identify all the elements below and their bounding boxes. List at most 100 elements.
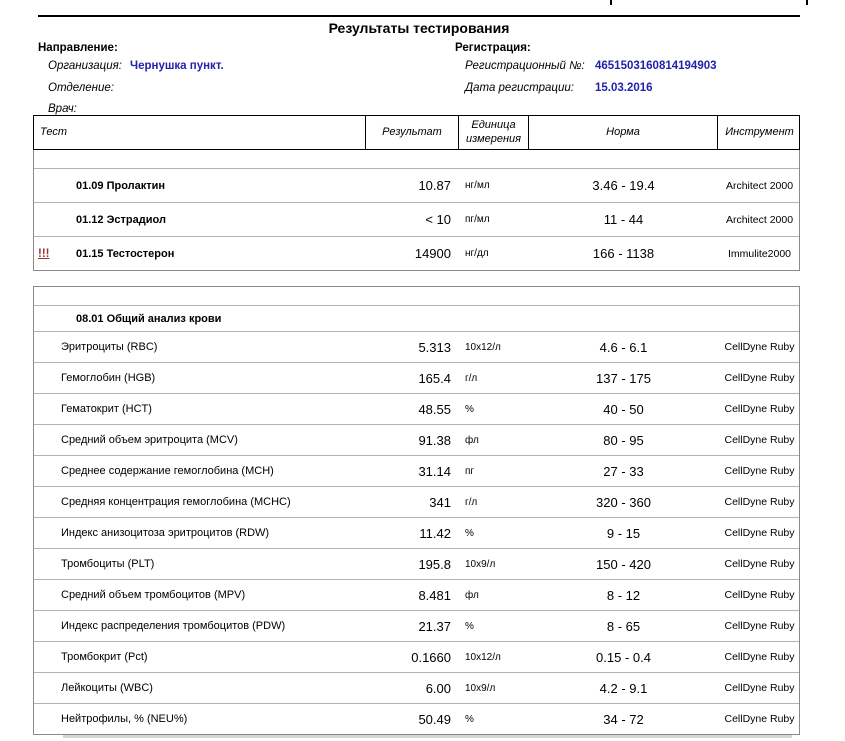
test-result: 6.00: [425, 680, 451, 696]
test-result: 50.49: [418, 711, 451, 727]
table-row: Средний объем тромбоцитов (MPV) 8.481 фл…: [34, 579, 799, 610]
reg-date-value: 15.03.2016: [595, 82, 653, 94]
table-body: 08.01 Общий анализ крови Эритроциты (RBC…: [33, 286, 800, 735]
test-result: 21.37: [418, 618, 451, 634]
col-header-norm: Норма: [529, 116, 718, 149]
test-norm: 3.46 - 19.4: [592, 178, 655, 193]
test-unit: %: [465, 620, 474, 632]
table-row: Средняя концентрация гемоглобина (MCHC) …: [34, 486, 799, 517]
test-result: 5.313: [418, 339, 451, 355]
test-unit: 10x12/л: [465, 341, 501, 353]
test-instrument: CellDyne Ruby: [724, 558, 795, 570]
page-edge-strip: [63, 735, 792, 738]
info-line: Отделение: Дата регистрации: 15.03.2016: [0, 82, 845, 97]
section-title: 08.01 Общий анализ крови: [76, 312, 222, 325]
table-row: Эритроциты (RBC) 5.313 10x12/л 4.6 - 6.1…: [34, 331, 799, 362]
test-unit: %: [465, 527, 474, 539]
ruler-tick-icon: [610, 0, 612, 5]
test-norm: 0.15 - 0.4: [596, 649, 651, 665]
test-name: Лейкоциты (WBC): [61, 682, 153, 694]
test-name: Средняя концентрация гемоглобина (MCHC): [61, 496, 291, 508]
col-header-result: Результат: [366, 116, 459, 149]
test-norm: 4.2 - 9.1: [599, 680, 648, 696]
registration-label: Регистрация:: [455, 42, 531, 54]
test-norm: 8 - 12: [606, 587, 641, 603]
organization-label: Организация:: [48, 60, 122, 72]
reg-number-label: Регистрационный №:: [465, 60, 585, 72]
test-instrument: Architect 2000: [725, 179, 794, 192]
test-unit: пг: [465, 465, 475, 477]
test-name: 01.09 Пролактин: [76, 179, 166, 192]
test-instrument: CellDyne Ruby: [724, 403, 795, 415]
test-instrument: CellDyne Ruby: [724, 496, 795, 508]
test-instrument: CellDyne Ruby: [724, 372, 795, 384]
test-unit: %: [465, 713, 474, 725]
reg-number-value: 4651503160814194903: [595, 60, 717, 72]
test-unit: 10x9/л: [465, 682, 496, 694]
test-norm: 9 - 15: [606, 525, 641, 541]
test-unit: г/л: [465, 496, 478, 508]
test-name: Тромбокрит (Pct): [61, 651, 148, 663]
test-instrument: CellDyne Ruby: [724, 527, 795, 539]
test-instrument: Immulite2000: [727, 247, 792, 260]
test-unit: фл: [465, 434, 479, 446]
test-result: 91.38: [418, 432, 451, 448]
table-row: Лейкоциты (WBC) 6.00 10x9/л 4.2 - 9.1 Ce…: [34, 672, 799, 703]
test-result: 8.481: [418, 587, 451, 603]
test-instrument: CellDyne Ruby: [724, 651, 795, 663]
test-norm: 4.6 - 6.1: [599, 339, 648, 355]
table-row: !!! 01.15 Тестостерон 14900 нг/дл 166 - …: [34, 236, 799, 270]
test-unit: г/л: [465, 372, 478, 384]
test-name: Средний объем эритроцита (MCV): [61, 434, 238, 446]
test-name: Тромбоциты (PLT): [61, 558, 155, 570]
test-norm: 150 - 420: [596, 556, 651, 572]
table-row: Гемоглобин (HGB) 165.4 г/л 137 - 175 Cel…: [34, 362, 799, 393]
doctor-label: Врач:: [48, 103, 77, 115]
test-result: 10.87: [418, 178, 451, 193]
test-norm: 137 - 175: [596, 370, 651, 386]
test-instrument: Architect 2000: [725, 213, 794, 226]
table-row: Индекс распределения тромбоцитов (PDW) 2…: [34, 610, 799, 641]
test-result: 14900: [414, 246, 451, 261]
test-name: Гематокрит (HCT): [61, 403, 152, 415]
test-instrument: CellDyne Ruby: [724, 465, 795, 477]
test-unit: нг/мл: [465, 180, 490, 191]
test-unit: нг/дл: [465, 248, 489, 259]
table-row: Индекс анизоцитоза эритроцитов (RDW) 11.…: [34, 517, 799, 548]
reg-date-label: Дата регистрации:: [465, 82, 574, 94]
test-norm: 8 - 65: [606, 618, 641, 634]
test-result: 48.55: [418, 401, 451, 417]
test-norm: 80 - 95: [603, 432, 644, 448]
test-instrument: CellDyne Ruby: [724, 713, 795, 725]
table-row: Средний объем эритроцита (MCV) 91.38 фл …: [34, 424, 799, 455]
table-row: Тромбокрит (Pct) 0.1660 10x12/л 0.15 - 0…: [34, 641, 799, 672]
test-name: Гемоглобин (HGB): [61, 372, 156, 384]
table-row: Нейтрофилы, % (NEU%) 50.49 % 34 - 72 Cel…: [34, 703, 799, 734]
col-header-instrument: Инструмент: [725, 125, 794, 138]
table-row: Среднее содержание гемоглобина (MCH) 31.…: [34, 455, 799, 486]
test-norm: 11 - 44: [603, 212, 644, 227]
table-row: 01.09 Пролактин 10.87 нг/мл 3.46 - 19.4 …: [34, 168, 799, 202]
test-instrument: CellDyne Ruby: [724, 434, 795, 446]
test-result: < 10: [425, 212, 451, 227]
empty-row: [34, 287, 799, 305]
test-norm: 320 - 360: [596, 494, 651, 510]
page-title: Результаты тестирования: [328, 20, 510, 36]
direction-label: Направление:: [38, 42, 118, 54]
table-body: 01.09 Пролактин 10.87 нг/мл 3.46 - 19.4 …: [33, 150, 800, 271]
table-row: 01.12 Эстрадиол < 10 пг/мл 11 - 44 Archi…: [34, 202, 799, 236]
test-name: 01.12 Эстрадиол: [76, 213, 166, 226]
test-unit: пг/мл: [465, 214, 490, 225]
info-line: Врач:: [0, 103, 845, 118]
test-name: Средний объем тромбоцитов (MPV): [61, 589, 246, 601]
test-name: 01.15 Тестостерон: [76, 247, 175, 260]
info-line: Направление: Регистрация:: [0, 42, 845, 57]
test-norm: 27 - 33: [603, 463, 644, 479]
test-name: Индекс распределения тромбоцитов (PDW): [61, 620, 286, 632]
test-result: 195.8: [418, 556, 451, 572]
col-header-test: Тест: [34, 116, 366, 149]
test-result: 0.1660: [411, 649, 451, 665]
test-name: Среднее содержание гемоглобина (MCH): [61, 465, 274, 477]
test-norm: 34 - 72: [603, 711, 644, 727]
